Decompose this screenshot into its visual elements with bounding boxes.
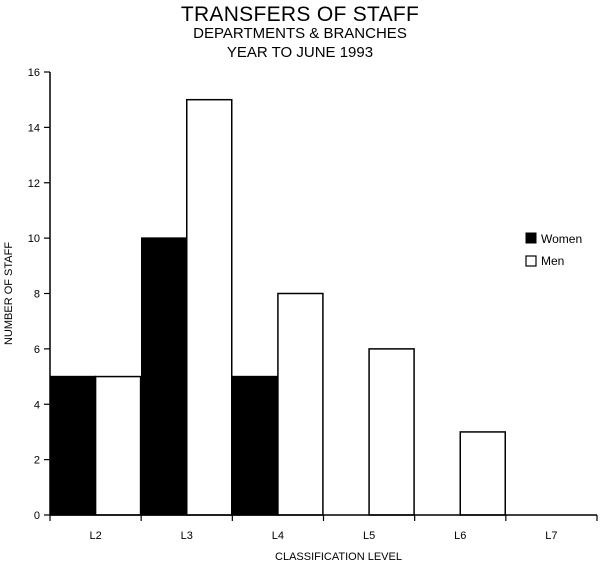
x-tick-label: L6 <box>454 530 466 542</box>
y-axis-ticks: 0 2 4 6 8 10 12 14 16 <box>28 67 50 522</box>
x-axis-title: CLASSIFICATION LEVEL <box>275 551 402 563</box>
bar-men-l3 <box>186 98 233 516</box>
legend-label-men: Men <box>541 254 564 268</box>
legend-label-women: Women <box>541 232 582 246</box>
bar-men-l6 <box>459 431 506 516</box>
legend-swatch-women <box>525 232 537 244</box>
y-tick-label: 8 <box>34 289 40 301</box>
bar-women-l3 <box>141 237 188 516</box>
chart-subtitle-2: YEAR TO JUNE 1993 <box>226 44 374 61</box>
x-tick-label: L7 <box>545 530 557 542</box>
y-tick-label: 4 <box>34 399 40 411</box>
y-tick-label: 2 <box>34 455 40 467</box>
y-tick-label: 12 <box>28 178 40 190</box>
chart-subtitle-1: DEPARTMENTS & BRANCHES <box>193 25 407 42</box>
x-tick-label: L4 <box>272 530 284 542</box>
x-tick-label: L2 <box>89 530 101 542</box>
x-tick-label: L5 <box>363 530 375 542</box>
bar-men-l2 <box>94 375 142 516</box>
bars <box>49 98 506 516</box>
chart-title: TRANSFERS OF STAFF <box>180 3 420 26</box>
y-axis-title: NUMBER OF STAFF <box>3 242 15 345</box>
y-tick-label: 10 <box>28 233 40 245</box>
bar-women-l2 <box>49 375 97 516</box>
y-tick-label: 14 <box>28 122 40 134</box>
legend-swatch-men <box>525 255 537 267</box>
y-tick-label: 6 <box>34 344 40 356</box>
bar-women-l4 <box>232 375 279 516</box>
y-tick-label: 16 <box>28 67 40 79</box>
x-axis-ticks: L2 L3 L4 L5 L6 L7 <box>49 515 598 542</box>
y-tick-label: 0 <box>34 510 40 522</box>
x-tick-label: L3 <box>181 530 193 542</box>
legend: Women Men <box>525 232 582 268</box>
bar-men-l5 <box>368 348 415 516</box>
bar-men-l4 <box>277 292 324 516</box>
